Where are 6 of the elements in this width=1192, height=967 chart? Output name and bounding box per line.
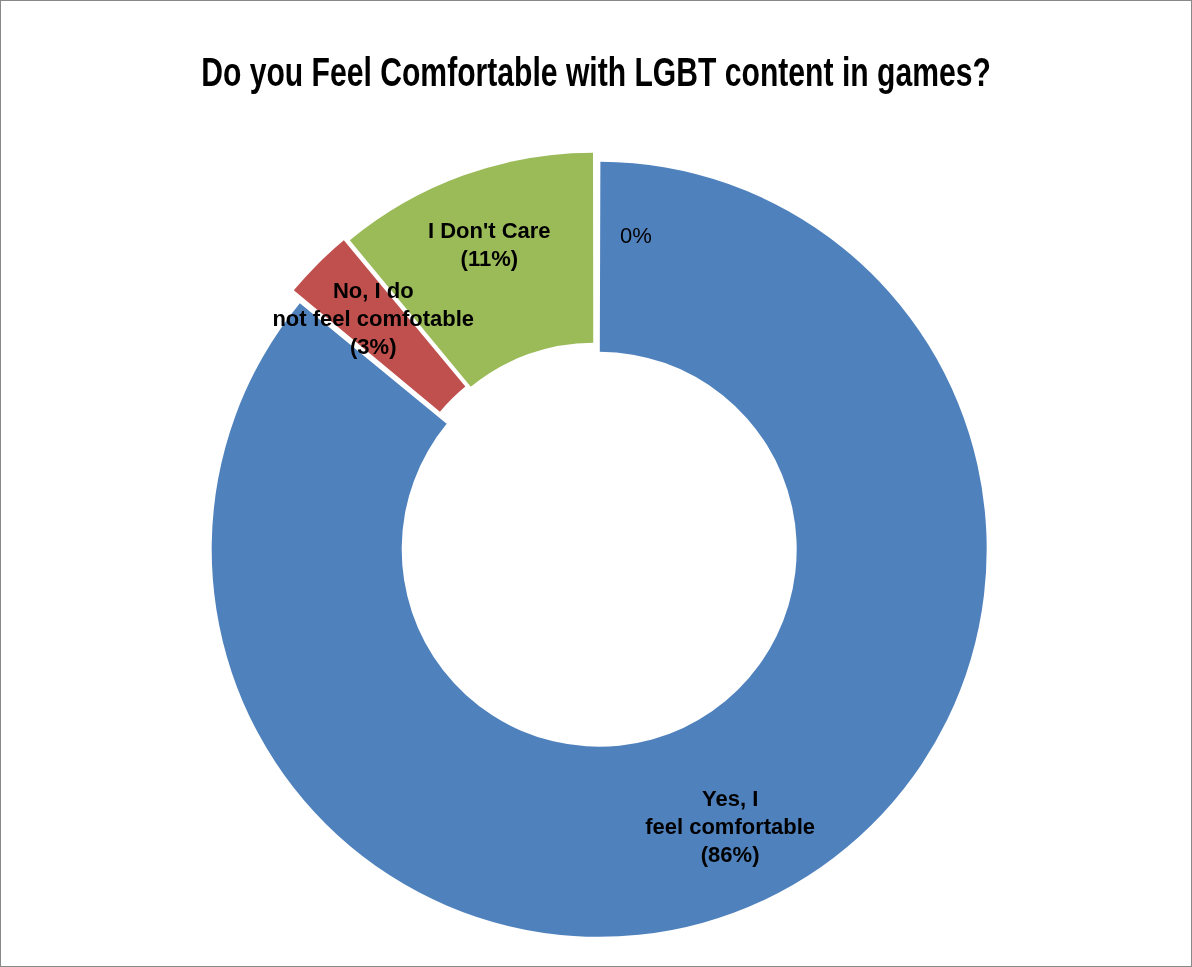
- slice-label: Yes, I feel comfortable: [645, 785, 816, 839]
- data-label: (86%): [700, 841, 760, 867]
- chart-title: Do you Feel Comfortable with LGBT content in games?: [201, 49, 991, 96]
- text: 0%: [620, 222, 652, 248]
- slice-label: I Don't Care: [428, 218, 551, 244]
- data-label: (11%): [460, 246, 519, 272]
